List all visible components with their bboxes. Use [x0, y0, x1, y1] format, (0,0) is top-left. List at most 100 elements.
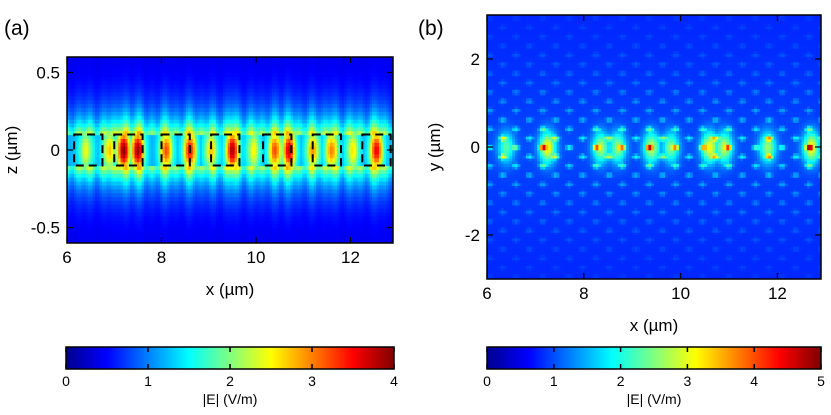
heatmap-cell — [188, 173, 192, 178]
heatmap-cell — [69, 196, 73, 201]
heatmap-cell — [160, 231, 164, 236]
heatmap-cell — [146, 76, 150, 81]
heatmap-cell — [185, 181, 189, 186]
heatmap-cell — [113, 111, 117, 116]
heatmap-cell — [267, 119, 271, 124]
heatmap-cell — [216, 184, 219, 190]
heatmap-cell — [292, 126, 296, 132]
heatmap-cell — [255, 130, 259, 136]
heatmap-cell — [206, 111, 210, 116]
heatmap-cell — [257, 72, 261, 77]
heatmap-cell — [162, 177, 166, 182]
heatmap-cell — [223, 153, 226, 159]
heatmap-cell — [204, 212, 208, 217]
heatmap-cell — [285, 88, 289, 93]
heatmap-cell — [206, 88, 210, 93]
heatmap-cell — [211, 227, 215, 232]
heatmap-cell — [218, 239, 222, 243]
heatmap-cell — [76, 208, 80, 213]
heatmap-cell — [171, 57, 175, 62]
heatmap-cell — [288, 72, 292, 77]
heatmap-cell — [204, 157, 208, 163]
heatmap-cell — [267, 72, 271, 77]
heatmap-cell — [246, 188, 250, 194]
heatmap-cell — [227, 212, 231, 217]
heatmap-cell — [146, 192, 150, 198]
heatmap-cell — [90, 134, 94, 139]
heatmap-cell — [87, 88, 91, 93]
heatmap-cell — [85, 215, 89, 221]
heatmap-cell — [87, 76, 91, 81]
heatmap-cell — [94, 119, 98, 124]
heatmap-cell — [295, 200, 299, 205]
heatmap-cell — [288, 219, 292, 225]
heatmap-cell — [92, 223, 96, 229]
heatmap-cell — [169, 223, 173, 229]
heatmap-cell — [211, 142, 215, 147]
heatmap-cell — [169, 119, 173, 124]
heatmap-cell — [67, 188, 70, 194]
heatmap-cell — [113, 227, 117, 232]
heatmap-cell — [160, 88, 164, 93]
heatmap-cell — [176, 235, 180, 240]
heatmap-cell — [213, 223, 217, 229]
heatmap-cell — [271, 215, 275, 221]
heatmap-cell — [153, 119, 157, 124]
heatmap-cell — [136, 142, 140, 147]
heatmap-cell — [218, 130, 222, 136]
heatmap-cell — [213, 161, 217, 167]
heatmap-cell — [99, 235, 103, 240]
heatmap-cell — [192, 138, 196, 143]
heatmap-cell — [139, 107, 143, 112]
heatmap-cell — [125, 146, 129, 151]
heatmap-cell — [67, 165, 70, 170]
heatmap-cell — [253, 80, 257, 85]
heatmap-cell — [167, 119, 171, 124]
heatmap-cell — [255, 99, 259, 105]
heatmap-cell — [174, 57, 178, 62]
heatmap-cell — [299, 111, 303, 116]
heatmap-cell — [267, 161, 271, 167]
heatmap-cell — [104, 177, 108, 182]
heatmap-cell — [146, 99, 150, 105]
heatmap-cell — [99, 212, 103, 217]
heatmap-cell — [274, 169, 278, 174]
heatmap-cell — [162, 169, 166, 174]
heatmap-cell — [290, 68, 294, 74]
heatmap-cell — [292, 138, 296, 143]
heatmap-cell — [204, 231, 208, 236]
heatmap-cell — [255, 200, 259, 205]
heatmap-cell — [141, 231, 145, 236]
heatmap-cell — [241, 57, 245, 62]
heatmap-cell — [290, 208, 294, 213]
heatmap-cell — [120, 103, 124, 108]
heatmap-cell — [69, 142, 73, 147]
heatmap-cell — [188, 219, 192, 225]
heatmap-cell — [155, 184, 159, 190]
heatmap-cell — [297, 169, 301, 174]
heatmap-cell — [199, 165, 203, 170]
heatmap-cell — [306, 184, 310, 190]
heatmap-cell — [181, 142, 185, 147]
heatmap-cell — [120, 107, 124, 112]
heatmap-cell — [281, 157, 285, 163]
heatmap-cell — [246, 111, 250, 116]
heatmap-cell — [104, 103, 108, 108]
heatmap-cell — [255, 219, 259, 225]
heatmap-cell — [290, 103, 294, 108]
heatmap-cell — [108, 72, 112, 77]
heatmap-cell — [267, 231, 271, 236]
heatmap-cell — [181, 204, 185, 209]
heatmap-cell — [271, 107, 275, 112]
heatmap-cell — [276, 173, 280, 178]
heatmap-cell — [78, 72, 82, 77]
heatmap-cell — [178, 111, 182, 116]
heatmap-cell — [267, 188, 271, 194]
heatmap-cell — [94, 111, 98, 116]
heatmap-cell — [206, 57, 210, 62]
heatmap-cell — [160, 223, 164, 229]
heatmap-cell — [171, 215, 175, 221]
heatmap-cell — [216, 146, 219, 151]
heatmap-cell — [76, 200, 80, 205]
heatmap-cell — [241, 153, 245, 159]
